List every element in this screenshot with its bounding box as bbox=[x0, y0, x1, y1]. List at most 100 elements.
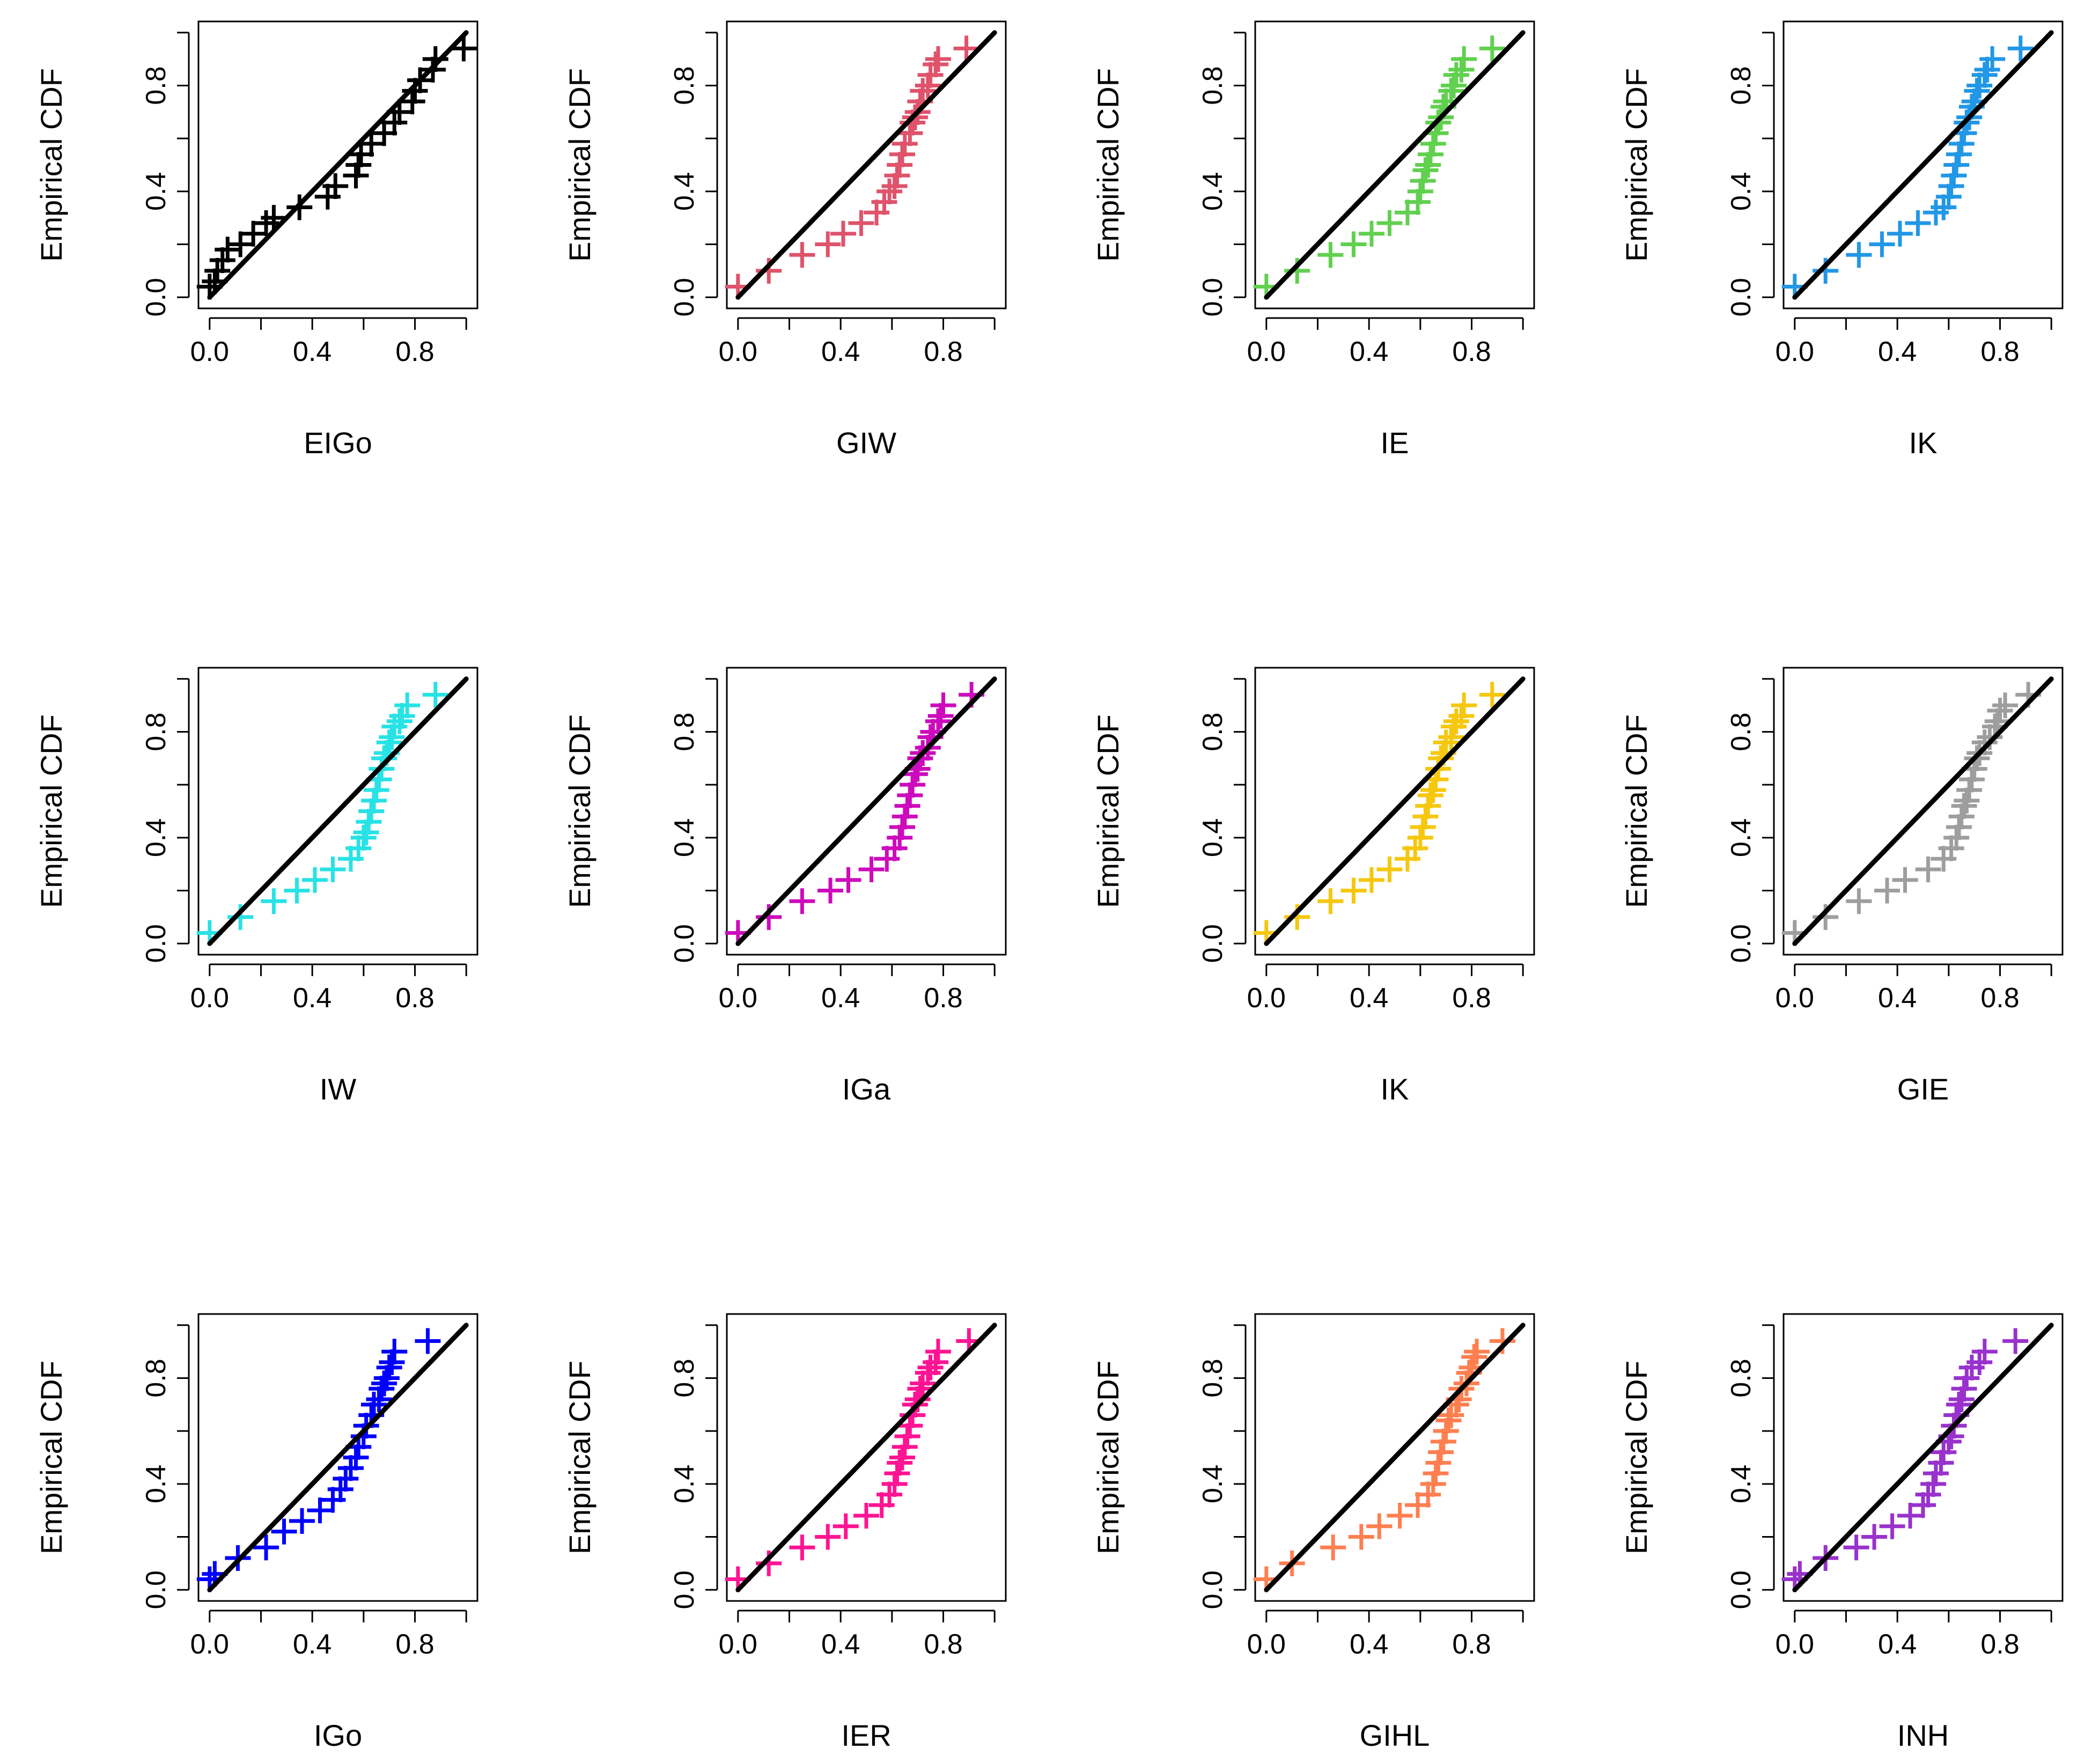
data-point-25 bbox=[422, 682, 448, 708]
data-point-16 bbox=[358, 131, 385, 157]
data-point-13 bbox=[360, 787, 387, 814]
data-point-19 bbox=[376, 729, 402, 756]
data-point-12 bbox=[889, 1444, 915, 1471]
data-point-5 bbox=[1887, 220, 1913, 247]
data-point-20 bbox=[1438, 78, 1464, 104]
data-point-13 bbox=[892, 1434, 918, 1460]
x-tick-label: 0.8 bbox=[924, 336, 962, 367]
x-tick-label: 0.4 bbox=[1350, 983, 1388, 1014]
data-point-12 bbox=[894, 793, 920, 819]
y-tick-label: 0.0 bbox=[1197, 1570, 1228, 1609]
data-point-9 bbox=[1420, 1471, 1446, 1497]
plot-frame bbox=[1782, 1313, 2064, 1602]
y-tick-label: 0.8 bbox=[141, 712, 172, 751]
x-axis-title: IK bbox=[1381, 1072, 1409, 1106]
y-tick-label: 0.0 bbox=[141, 278, 172, 316]
data-point-12 bbox=[887, 152, 913, 178]
x-tick-label: 0.0 bbox=[719, 336, 757, 367]
data-point-5 bbox=[833, 1513, 859, 1539]
data-points bbox=[1253, 1328, 1515, 1592]
data-point-3 bbox=[1317, 242, 1344, 268]
data-point-3 bbox=[204, 257, 231, 284]
y-tick-label: 0.8 bbox=[1197, 1359, 1228, 1397]
chart-panel-ie-3: 0.0 0.4 0.8 0.0 0.4 0.8 IE Empirical CDF bbox=[1091, 20, 1535, 460]
reference-line bbox=[1792, 676, 2054, 946]
x-tick-label: 0.4 bbox=[821, 336, 860, 367]
data-point-23 bbox=[389, 703, 415, 729]
data-point-6 bbox=[1387, 1503, 1413, 1529]
y-tick-label: 0.4 bbox=[669, 172, 700, 211]
data-point-23 bbox=[923, 51, 949, 78]
data-point-9 bbox=[1935, 183, 1962, 210]
data-points bbox=[196, 682, 448, 946]
data-point-14 bbox=[892, 131, 918, 157]
data-point-6 bbox=[853, 1503, 879, 1529]
data-point-12 bbox=[1415, 152, 1441, 178]
data-point-20 bbox=[1964, 78, 1990, 104]
data-point-11 bbox=[1425, 1450, 1452, 1476]
reference-line bbox=[207, 1323, 469, 1592]
plot-frame bbox=[1782, 667, 2064, 956]
data-point-13 bbox=[343, 163, 369, 189]
data-point-22 bbox=[1443, 62, 1469, 88]
x-tick-label: 0.0 bbox=[1247, 983, 1286, 1014]
y-tick-label: 0.0 bbox=[669, 278, 700, 316]
data-point-13 bbox=[1417, 782, 1443, 808]
plot-frame bbox=[726, 667, 1007, 956]
data-point-11 bbox=[1922, 1460, 1949, 1487]
data-point-4 bbox=[209, 247, 235, 274]
data-point-3 bbox=[1320, 1534, 1346, 1561]
chart-panel-giw-2: 0.0 0.4 0.8 0.0 0.4 0.8 GIW Empirical CDF bbox=[563, 20, 1007, 460]
y-tick-label: 0.8 bbox=[669, 66, 700, 105]
data-point-20 bbox=[1951, 1376, 1977, 1402]
data-point-18 bbox=[366, 1386, 392, 1412]
data-point-25 bbox=[1479, 682, 1505, 708]
data-point-6 bbox=[1879, 1513, 1905, 1539]
data-point-13 bbox=[1954, 787, 1980, 814]
data-point-23 bbox=[923, 1349, 949, 1375]
data-point-10 bbox=[1938, 173, 1964, 199]
y-tick-label: 0.4 bbox=[1197, 1465, 1228, 1503]
x-tick-label: 0.8 bbox=[1980, 336, 2019, 367]
data-point-12 bbox=[322, 173, 349, 199]
y-tick-label: 0.8 bbox=[1726, 712, 1757, 751]
x-tick-label: 0.4 bbox=[293, 336, 332, 367]
data-point-10 bbox=[1920, 1471, 1947, 1497]
data-point-12 bbox=[1951, 793, 1977, 819]
y-axis-title: Empirical CDF bbox=[1091, 714, 1125, 908]
x-tick-label: 0.0 bbox=[190, 1629, 229, 1660]
data-point-14 bbox=[1420, 777, 1446, 803]
data-point-24 bbox=[394, 692, 421, 719]
plot-frame bbox=[197, 667, 478, 956]
x-axis-title: IGo bbox=[314, 1718, 362, 1752]
data-point-4 bbox=[284, 877, 310, 904]
y-tick-label: 0.0 bbox=[1726, 924, 1757, 963]
x-tick-label: 0.8 bbox=[395, 1629, 434, 1660]
chart-panel-ik-4: 0.0 0.4 0.8 0.0 0.4 0.8 IK Empirical CDF bbox=[1619, 20, 2064, 460]
data-point-23 bbox=[379, 1349, 405, 1375]
data-point-10 bbox=[881, 173, 908, 199]
y-axis-title: Empirical CDF bbox=[563, 68, 596, 262]
x-tick-label: 0.8 bbox=[1980, 1629, 2019, 1660]
data-point-10 bbox=[884, 1460, 910, 1487]
data-point-16 bbox=[1438, 1402, 1464, 1428]
x-tick-label: 0.0 bbox=[719, 1629, 757, 1660]
y-axis-title: Empirical CDF bbox=[1091, 1361, 1125, 1554]
data-point-8 bbox=[876, 1481, 903, 1508]
chart-panel-iw-5: 0.0 0.4 0.8 0.0 0.4 0.8 IW Empirical CDF bbox=[34, 667, 478, 1106]
reference-line bbox=[207, 30, 469, 300]
data-point-5 bbox=[1358, 867, 1384, 893]
data-point-3 bbox=[789, 242, 815, 268]
data-point-12 bbox=[358, 798, 385, 824]
data-point-25 bbox=[953, 35, 979, 62]
data-point-9 bbox=[350, 824, 377, 851]
x-tick-label: 0.8 bbox=[395, 983, 434, 1014]
data-point-10 bbox=[889, 814, 915, 840]
data-point-22 bbox=[1971, 62, 1998, 88]
x-axis-title: IGa bbox=[842, 1072, 891, 1106]
data-point-3 bbox=[261, 888, 287, 914]
x-tick-label: 0.4 bbox=[1350, 1629, 1388, 1660]
data-point-8 bbox=[1405, 189, 1431, 215]
y-tick-label: 0.8 bbox=[1197, 66, 1228, 105]
data-point-11 bbox=[337, 1455, 364, 1481]
